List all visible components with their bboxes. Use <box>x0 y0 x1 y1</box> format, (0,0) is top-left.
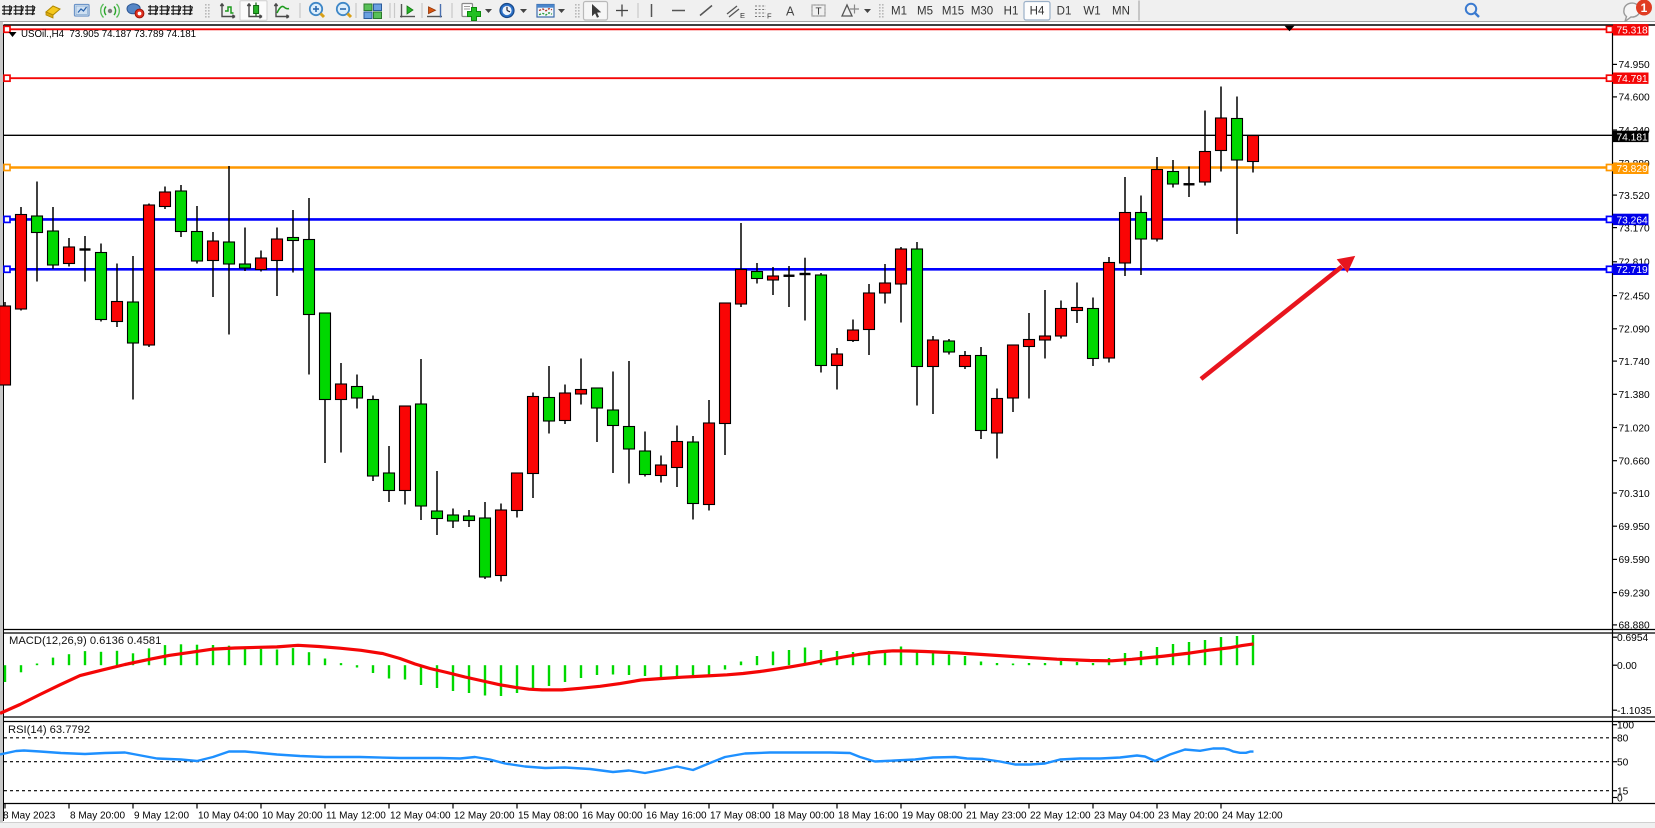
svg-text:9 May 12:00: 9 May 12:00 <box>134 811 189 822</box>
svg-text:E: E <box>740 11 745 20</box>
svg-text:71.380: 71.380 <box>1619 390 1650 401</box>
svg-text:15 May 08:00: 15 May 08:00 <box>518 811 579 822</box>
svg-text:69.230: 69.230 <box>1619 588 1650 599</box>
svg-text:72.090: 72.090 <box>1619 325 1650 336</box>
svg-text:10 May 04:00: 10 May 04:00 <box>198 811 259 822</box>
svg-text:74.950: 74.950 <box>1619 60 1650 71</box>
svg-text:100: 100 <box>1617 721 1634 732</box>
svg-text:70.310: 70.310 <box>1619 489 1650 500</box>
svg-text:71.020: 71.020 <box>1619 423 1650 434</box>
svg-text:A: A <box>786 5 795 19</box>
svg-text:73.829: 73.829 <box>1617 164 1648 175</box>
svg-text:18 May 00:00: 18 May 00:00 <box>774 811 835 822</box>
svg-text:73.264: 73.264 <box>1617 215 1648 226</box>
svg-text:21 May 23:00: 21 May 23:00 <box>966 811 1027 822</box>
svg-text:75.318: 75.318 <box>1617 26 1648 37</box>
svg-text:12 May 04:00: 12 May 04:00 <box>390 811 451 822</box>
svg-text:8 May 20:00: 8 May 20:00 <box>70 811 125 822</box>
svg-text:72.450: 72.450 <box>1619 291 1650 302</box>
svg-text:70.660: 70.660 <box>1619 457 1650 468</box>
svg-text:24 May 12:00: 24 May 12:00 <box>1222 811 1283 822</box>
svg-text:11 May 12:00: 11 May 12:00 <box>326 811 386 822</box>
svg-text:RSI(14) 63.7792: RSI(14) 63.7792 <box>8 724 90 736</box>
svg-text:MN: MN <box>1112 6 1130 18</box>
svg-text:USOil.,H4 73.905 74.187 73.78: USOil.,H4 73.905 74.187 73.789 74.181 <box>21 29 196 40</box>
svg-text:D1: D1 <box>1057 6 1072 18</box>
svg-text:1: 1 <box>1641 1 1648 15</box>
svg-text:74.600: 74.600 <box>1619 93 1650 104</box>
svg-text:W1: W1 <box>1083 6 1100 18</box>
svg-text:H4: H4 <box>1030 6 1045 18</box>
svg-text:23 May 04:00: 23 May 04:00 <box>1094 811 1155 822</box>
svg-text:71.740: 71.740 <box>1619 357 1650 368</box>
svg-text:73.170: 73.170 <box>1619 223 1650 234</box>
svg-text:F: F <box>767 12 772 21</box>
svg-text:0.6954: 0.6954 <box>1617 633 1648 644</box>
svg-text:73.520: 73.520 <box>1619 191 1650 202</box>
svg-text:0: 0 <box>1617 793 1623 804</box>
svg-text:17 May 08:00: 17 May 08:00 <box>710 811 771 822</box>
svg-text:M15: M15 <box>942 6 964 18</box>
svg-text:MACD(12,26,9) 0.6136 0.4581: MACD(12,26,9) 0.6136 0.4581 <box>9 635 161 647</box>
svg-text:16 May 00:00: 16 May 00:00 <box>582 811 643 822</box>
svg-text:72.810: 72.810 <box>1619 258 1650 269</box>
svg-text:19 May 08:00: 19 May 08:00 <box>902 811 963 822</box>
svg-text:M30: M30 <box>971 6 993 18</box>
svg-text:68.880: 68.880 <box>1619 621 1650 632</box>
svg-text:69.590: 69.590 <box>1619 555 1650 566</box>
svg-text:10 May 20:00: 10 May 20:00 <box>262 811 323 822</box>
svg-text:74.181: 74.181 <box>1617 132 1648 143</box>
svg-text:69.950: 69.950 <box>1619 522 1650 533</box>
svg-text:16 May 16:00: 16 May 16:00 <box>646 811 707 822</box>
svg-text:-1.1035: -1.1035 <box>1617 706 1652 717</box>
svg-text:18 May 16:00: 18 May 16:00 <box>838 811 899 822</box>
svg-text:M5: M5 <box>917 6 933 18</box>
svg-text:M1: M1 <box>891 6 907 18</box>
svg-text:8 May 2023: 8 May 2023 <box>3 811 56 822</box>
svg-text:H1: H1 <box>1004 6 1019 18</box>
svg-text:80: 80 <box>1617 734 1629 745</box>
svg-text:74.791: 74.791 <box>1617 74 1648 85</box>
svg-text:50: 50 <box>1617 758 1629 769</box>
svg-text:0.00: 0.00 <box>1617 661 1637 672</box>
svg-text:72.719: 72.719 <box>1617 265 1648 276</box>
svg-text:12 May 20:00: 12 May 20:00 <box>454 811 515 822</box>
svg-text:23 May 20:00: 23 May 20:00 <box>1158 811 1219 822</box>
svg-text:22 May 12:00: 22 May 12:00 <box>1030 811 1091 822</box>
svg-text:15: 15 <box>1617 787 1629 798</box>
svg-text:T: T <box>815 7 821 18</box>
